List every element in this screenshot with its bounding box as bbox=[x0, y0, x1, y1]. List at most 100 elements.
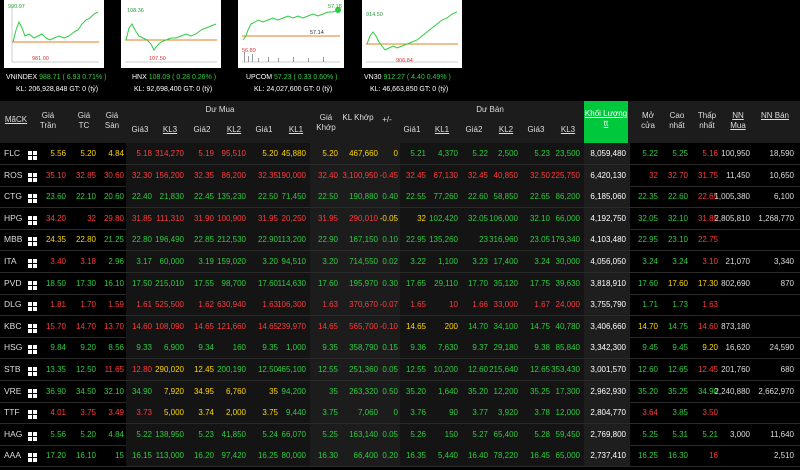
symbol-cell[interactable]: STB bbox=[4, 364, 21, 374]
sell-kl2-cell: 2,500 bbox=[497, 149, 518, 158]
sell-kl3-cell: 12,000 bbox=[555, 408, 580, 418]
header-sell-gia3[interactable]: Giá3 bbox=[527, 125, 545, 134]
table-row[interactable]: TTF 4.01 3.75 3.49 3.73 5,000 3.74 2,000 3.75 9,4… bbox=[0, 402, 800, 425]
header-foreign-sell[interactable]: NN Bán bbox=[760, 111, 789, 120]
match-vol-cell: 66,400 bbox=[353, 451, 378, 461]
header-high[interactable]: Cao nhất bbox=[669, 111, 685, 130]
header-symbol[interactable]: MãCK bbox=[4, 115, 28, 124]
table-row[interactable]: ITA 3.40 3.18 2.96 3.17 60,000 3.19 159,020 3.20… bbox=[0, 251, 800, 273]
grid-icon[interactable] bbox=[28, 450, 38, 463]
symbol-cell[interactable]: HPG bbox=[4, 212, 23, 223]
table-row[interactable]: HAG 5.56 5.20 4.84 5.22 138,950 5.23 41,850 5.24… bbox=[0, 423, 800, 446]
floor-cell: 4.84 bbox=[108, 149, 124, 158]
header-buy-kl2[interactable]: KL2 bbox=[226, 125, 242, 134]
table-row[interactable]: AAA 17.20 16.10 15 16.15 113,000 16.20 97,420 16… bbox=[0, 445, 800, 468]
symbol-cell[interactable]: TTF bbox=[4, 407, 20, 418]
header-buy-kl1[interactable]: KL1 bbox=[288, 125, 304, 134]
table-row[interactable]: KBC 15.70 14.70 13.70 14.60 108,090 14.65 121,6… bbox=[0, 315, 800, 338]
header-open[interactable]: Mở cửa bbox=[641, 111, 655, 130]
table-row[interactable]: HSG 9.84 9.20 8.56 9.33 6,900 9.34 160 9.35 1,000… bbox=[0, 337, 800, 360]
sell-kl3-cell: 30,000 bbox=[555, 257, 580, 266]
header-sell-gia2[interactable]: Giá2 bbox=[465, 125, 483, 134]
header-change[interactable]: +/- bbox=[382, 115, 392, 124]
chart-low-label: 981.00 bbox=[32, 56, 49, 62]
table-row[interactable]: ROS 35.10 32.85 30.60 32.30 156,200 32.35 86,20… bbox=[0, 164, 800, 187]
grid-icon[interactable] bbox=[28, 213, 38, 225]
grid-icon[interactable] bbox=[28, 191, 38, 204]
grid-icon[interactable] bbox=[28, 256, 38, 268]
buy-gia3-cell: 3.17 bbox=[136, 257, 152, 266]
grid-icon[interactable] bbox=[28, 299, 38, 312]
upcom-chart[interactable]: 57.18 57.14 56.89 bbox=[238, 0, 344, 68]
symbol-cell[interactable]: ITA bbox=[4, 256, 17, 266]
header-foreign-buy[interactable]: NN Mua bbox=[730, 111, 746, 130]
column-band bbox=[400, 143, 584, 164]
low-cell: 5.16 bbox=[702, 149, 718, 158]
header-low[interactable]: Thấp nhất bbox=[697, 111, 717, 130]
table-row[interactable]: MBB 24.35 22.80 21.25 22.80 196,490 22.85 212,5… bbox=[0, 229, 800, 252]
foreign-buy-cell bbox=[710, 229, 750, 250]
vnindex-chart[interactable]: 990.97 981.00 bbox=[4, 0, 104, 68]
symbol-cell[interactable]: FLC bbox=[4, 148, 21, 158]
buy-gia3-cell: 22.80 bbox=[131, 235, 152, 245]
match-vol-cell: 7,060 bbox=[357, 408, 378, 418]
table-row[interactable]: VRE 36.90 34.50 32.10 34.90 7,920 34.95 6,760 35… bbox=[0, 380, 800, 403]
table-row[interactable]: PVD 18.50 17.30 16.10 17.50 215,010 17.55 98,70… bbox=[0, 272, 800, 295]
header-buy-gia2[interactable]: Giá2 bbox=[193, 125, 211, 134]
table-row[interactable]: DLG 1.81 1.70 1.59 1.61 525,500 1.62 630,940 1.6… bbox=[0, 294, 800, 317]
open-cell: 17.60 bbox=[637, 278, 658, 288]
header-floor[interactable]: Giá Sàn bbox=[104, 111, 120, 130]
symbol-cell[interactable]: CTG bbox=[4, 191, 22, 202]
header-buy-gia3[interactable]: Giá3 bbox=[131, 125, 149, 134]
grid-icon[interactable] bbox=[28, 429, 38, 441]
header-sell-gia1[interactable]: Giá1 bbox=[403, 125, 421, 134]
grid-icon[interactable] bbox=[28, 170, 38, 182]
symbol-cell[interactable]: ROS bbox=[4, 169, 23, 180]
header-buy-kl3[interactable]: KL3 bbox=[162, 125, 178, 134]
hnx-chart[interactable]: 108.36 107.50 bbox=[121, 0, 221, 68]
grid-icon[interactable] bbox=[28, 407, 38, 420]
header-sell-kl2[interactable]: KL2 bbox=[498, 125, 514, 134]
symbol-cell[interactable]: KBC bbox=[4, 320, 22, 331]
buy-kl3-cell: 108,090 bbox=[155, 321, 184, 331]
sell-gia3-cell: 22.65 bbox=[529, 192, 550, 202]
column-band bbox=[584, 143, 630, 164]
header-buy-gia1[interactable]: Giá1 bbox=[255, 125, 273, 134]
symbol-cell[interactable]: VRE bbox=[4, 385, 22, 396]
match-vol-cell: 714,550 bbox=[349, 257, 378, 266]
grid-icon[interactable] bbox=[28, 148, 38, 160]
header-match-vol[interactable]: KL Khớp bbox=[342, 113, 374, 122]
column-band bbox=[310, 272, 400, 294]
header-ceil[interactable]: Giá Trần bbox=[39, 111, 57, 130]
header-match-price[interactable]: Giá Khớp bbox=[316, 113, 336, 132]
grid-icon[interactable] bbox=[28, 386, 38, 398]
header-sell-kl3[interactable]: KL3 bbox=[560, 125, 576, 134]
symbol-cell[interactable]: AAA bbox=[4, 450, 22, 461]
symbol-cell[interactable]: HSG bbox=[4, 342, 23, 353]
header-sell-kl1[interactable]: KL1 bbox=[434, 125, 450, 134]
grid-icon[interactable] bbox=[28, 234, 38, 247]
column-band bbox=[126, 402, 310, 424]
header-ref[interactable]: Giá TC bbox=[77, 111, 91, 130]
grid-icon[interactable] bbox=[28, 278, 38, 290]
symbol-cell[interactable]: PVD bbox=[4, 277, 22, 288]
header-total-vol[interactable]: Khối Lượng tt bbox=[584, 101, 628, 143]
table-row[interactable]: HPG 34.20 32 29.80 31.85 111,310 31.90 100,900 3… bbox=[0, 207, 800, 230]
foreign-buy-cell: 21,070 bbox=[725, 257, 750, 266]
grid-icon[interactable] bbox=[28, 364, 38, 376]
symbol-cell[interactable]: HAG bbox=[4, 428, 23, 439]
table-row[interactable]: FLC 5.56 5.20 4.84 5.18 314,270 5.19 95,510 5.20… bbox=[0, 143, 800, 165]
grid-icon[interactable] bbox=[28, 321, 38, 333]
match-vol-cell: 3,100,950 bbox=[342, 170, 378, 180]
change-cell: 0.30 bbox=[382, 278, 398, 288]
symbol-cell[interactable]: MBB bbox=[4, 234, 23, 245]
symbol-cell[interactable]: DLG bbox=[4, 299, 22, 310]
sell-gia3-cell: 5.23 bbox=[534, 149, 550, 158]
column-band bbox=[126, 337, 310, 359]
table-row[interactable]: STB 13.35 12.50 11.65 12.80 290,020 12.45 200,1… bbox=[0, 359, 800, 381]
table-row[interactable]: CTG 23.60 22.10 20.60 22.40 21,830 22.45 135,23… bbox=[0, 186, 800, 209]
sell-kl3-cell: 24,000 bbox=[555, 300, 580, 310]
ref-cell: 3.75 bbox=[80, 408, 96, 418]
vn30-chart[interactable]: 914.50 906.84 bbox=[362, 0, 462, 68]
grid-icon[interactable] bbox=[28, 342, 38, 355]
